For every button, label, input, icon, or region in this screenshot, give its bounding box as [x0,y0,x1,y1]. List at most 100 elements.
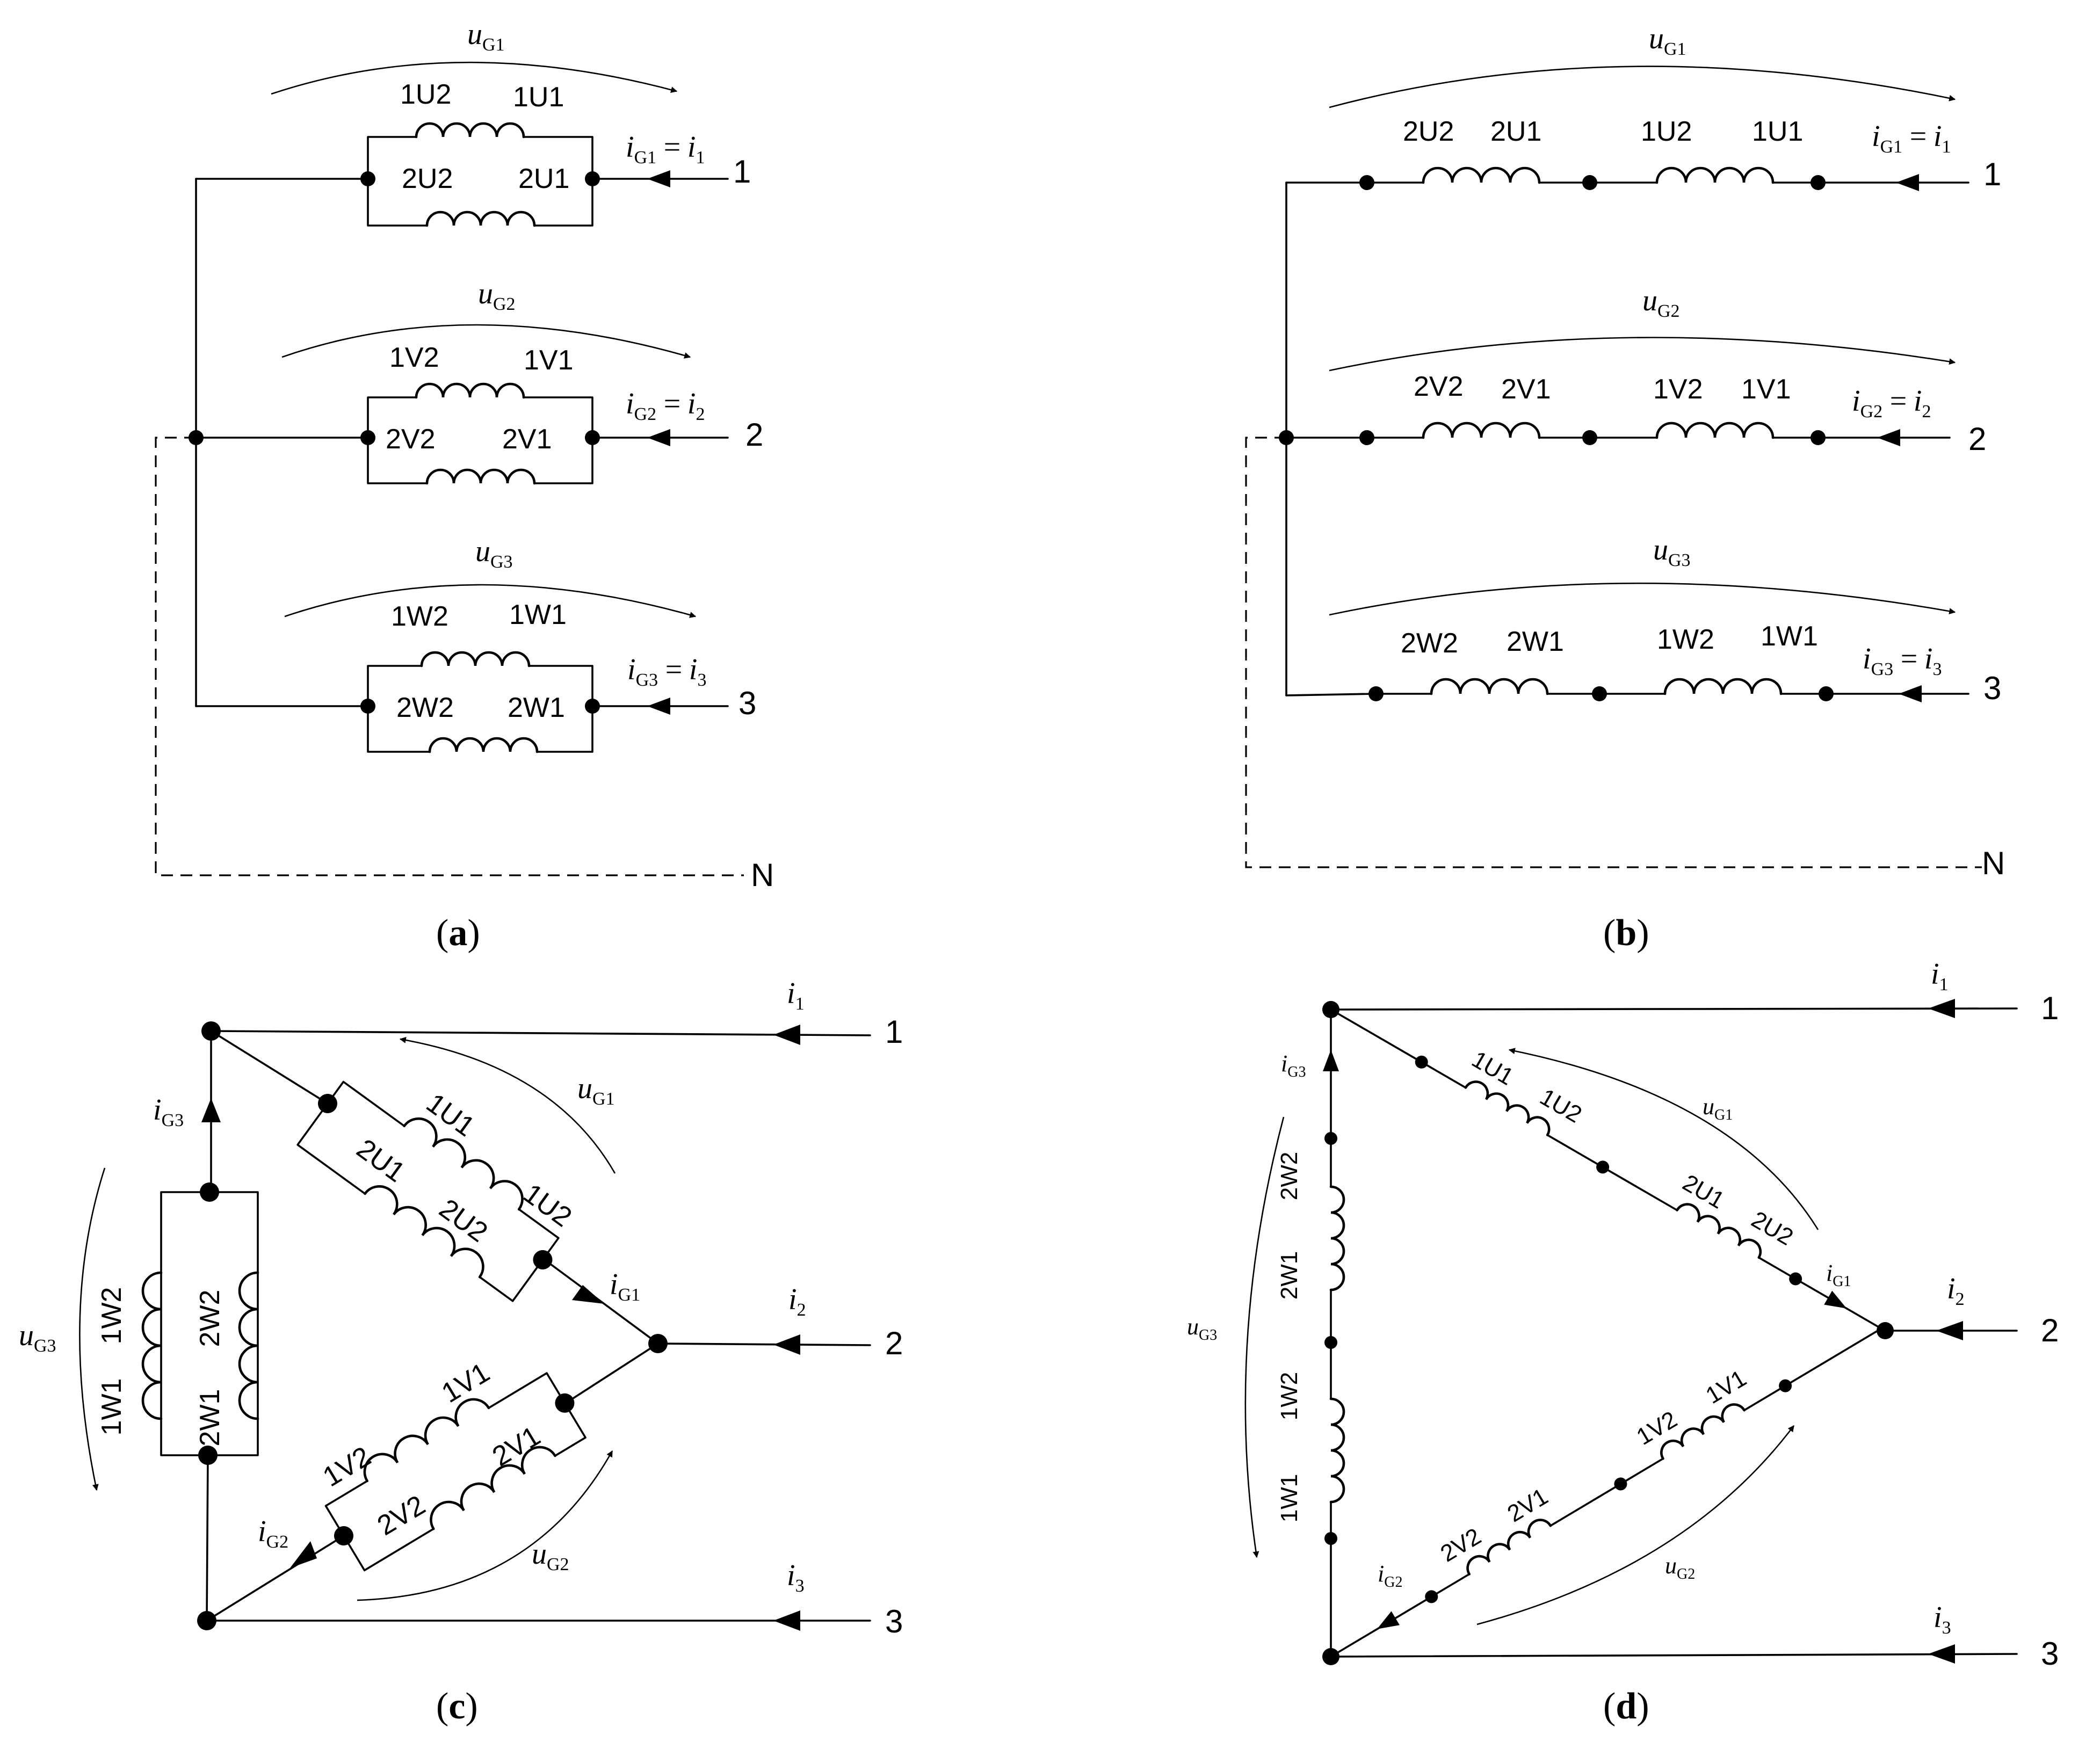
panel-c-i2-label: i2 [788,1283,806,1320]
panel-a-coil-1W1-label: 1W1 [509,599,567,630]
panel-c-coil-2V1-label: 2V1 [487,1420,546,1472]
panel-c-coil-2W2-label: 2W2 [194,1290,226,1347]
panel-c-i1-label: i1 [787,977,805,1014]
panel-d-i-g3-label: iG3 [1281,1050,1306,1080]
panel-a-terminal-1: 1 [733,154,751,190]
panel-c-i3-label: i3 [787,1559,805,1596]
panel-d-caption: (d) [1603,1686,1649,1727]
panel-c-coil-1W1-label: 1W1 [96,1378,127,1436]
panel-d-coil-2V2-label: 2V2 [1436,1523,1486,1567]
panel-b-coil-1V2-label: 1V2 [1653,374,1703,405]
panel-d-coil-1U2-label: 1U2 [1536,1084,1586,1128]
panel-b-coil-2W2-label: 2W2 [1401,628,1458,659]
panel-a-terminal-2: 2 [745,417,763,453]
panel-c-phase-v: 1V1 1V2 2V1 2V2 uG2 iG2 [206,1342,659,1622]
panel-d-terminal-2: 2 [2041,1312,2059,1348]
panel-a-i-g3-label: iG3 = i3 [627,653,706,690]
panel-d-u-g1-label: uG1 [1703,1093,1733,1123]
panel-b-caption: (b) [1603,912,1649,954]
panel-b-coil-1V1-label: 1V1 [1741,374,1791,405]
panel-d-u-g2-label: uG2 [1665,1552,1695,1583]
panel-a-coil-2V1-label: 2V1 [502,424,552,455]
panel-a-coil-2U2-label: 2U2 [402,163,453,194]
panel-a-coil-1V1-label: 1V1 [524,345,574,376]
panel-a-terminal-3: 3 [738,685,756,721]
panel-d: i1 i2 i3 1 2 3 1U1 1U2 2U1 2U2 [1187,957,2059,1727]
panel-b-phase-w: uG3 2W2 2W1 1W2 1W1 iG3 = i3 3 [1285,533,2001,706]
panel-b-terminal-2: 2 [1968,421,1986,457]
panel-c-i-g1-label: iG1 [610,1268,640,1305]
panel-c-coil-2U2-label: 2U2 [433,1193,493,1249]
panel-a-coil-2W1-label: 2W1 [508,692,565,723]
panel-c-u-g1-label: uG1 [577,1072,615,1109]
panel-a-coil-2W2-label: 2W2 [396,692,454,723]
panel-c-i-g2-label: iG2 [258,1515,288,1552]
panel-b-terminal-3: 3 [1983,670,2001,706]
panel-c-caption: (c) [436,1686,478,1727]
panel-c-coil-1W2-label: 1W2 [96,1287,127,1345]
panel-a: N uG1 1U2 1U1 2U2 2U1 iG1 = i1 1 uG2 [155,18,774,954]
panel-b-neutral-label: N [1982,845,2005,881]
panel-b-coil-2U2-label: 2U2 [1403,116,1454,147]
panel-a-coil-2V2-label: 2V2 [386,424,436,455]
panel-a-coil-1V2-label: 1V2 [389,342,439,373]
panel-d-phase-u: 1U1 1U2 2U1 2U2 uG1 iG1 [1330,1008,1886,1332]
panel-d-coil-2W1-label: 2W1 [1276,1251,1302,1300]
panel-a-coil-2U1-label: 2U1 [518,163,569,194]
panel-c-phase-u: 1U1 1U2 2U1 2U2 uG1 iG1 [210,1030,659,1345]
panel-b-coil-2W1-label: 2W1 [1507,626,1564,657]
panel-d-coil-2W2-label: 2W2 [1276,1152,1302,1200]
panel-b-coil-1W2-label: 1W2 [1657,624,1714,655]
panel-c-coil-1U1-label: 1U1 [421,1087,480,1143]
panel-d-i-g1-label: iG1 [1826,1260,1851,1290]
panel-b-phase-v: uG2 2V2 2V1 1V2 1V1 iG2 = i2 2 [1285,284,1986,457]
panel-a-u-g2-label: uG2 [478,277,516,314]
panel-b-coil-2V2-label: 2V2 [1414,371,1464,402]
panel-d-i1-label: i1 [1931,957,1949,995]
panel-a-u-g3-label: uG3 [475,535,513,572]
panel-c-terminal-3: 3 [885,1603,903,1639]
panel-c-coil-2V2-label: 2V2 [372,1490,431,1542]
panel-b-phase-u: uG1 2U2 2U1 1U2 1U1 iG1 = i1 1 [1285,22,2001,192]
panel-a-u-g1-label: uG1 [467,18,505,55]
panel-a-phase-w: uG3 1W2 1W1 2W2 2W1 iG3 = i3 3 [284,535,756,753]
panel-a-i-g1-label: iG1 = i1 [626,130,705,168]
panel-c-i-g3-label: iG3 [153,1093,184,1130]
panel-c-coil-2W1-label: 2W1 [194,1389,226,1447]
panel-d-terminal-3: 3 [2041,1636,2059,1672]
panel-d-coil-1V1-label: 1V1 [1701,1365,1751,1409]
panel-d-coil-1W1-label: 1W1 [1276,1474,1302,1522]
panel-c-coil-2U1-label: 2U1 [351,1133,410,1188]
panel-b-coil-2U1-label: 2U1 [1490,116,1541,147]
panel-c-u-g3-label: uG3 [19,1319,56,1356]
panel-b-u-g3-label: uG3 [1653,533,1691,570]
panel-a-caption: (a) [436,912,480,954]
panel-d-coil-1W2-label: 1W2 [1276,1372,1302,1420]
panel-c-terminal-2: 2 [885,1325,903,1361]
panel-d-coil-1U1-label: 1U1 [1467,1046,1518,1091]
panel-c-coil-1U2-label: 1U2 [518,1178,577,1233]
panel-a-phase-u: uG1 1U2 1U1 2U2 2U1 iG1 = i1 1 [271,18,751,227]
panel-c-coil-1V2-label: 1V2 [317,1441,376,1493]
panel-a-coil-1W2-label: 1W2 [391,601,448,632]
panel-d-phase-w: 2W2 2W1 1W2 1W1 uG3 iG3 [1187,1008,1345,1658]
panel-b-terminal-1: 1 [1983,156,2001,192]
panel-d-coil-2U1-label: 2U1 [1678,1170,1729,1214]
panel-c: i1 i2 i3 1 2 3 1U1 1U2 2U1 2U2 [19,977,903,1727]
panel-c-u-g2-label: uG2 [532,1537,569,1574]
panel-b-coil-1W1-label: 1W1 [1761,621,1818,652]
panel-b-i-g3-label: iG3 = i3 [1863,642,1942,679]
panel-a-neutral-label: N [751,857,774,893]
panel-a-coil-1U1-label: 1U1 [513,82,564,113]
panel-b-u-g2-label: uG2 [1642,284,1680,321]
panel-d-u-g3-label: uG3 [1187,1313,1217,1344]
panel-c-phase-w: 1W2 1W1 2W2 2W1 uG3 iG3 [19,1030,259,1622]
panel-b: N uG1 2U2 2U1 1U2 1U1 iG1 = i1 1 uG2 [1245,22,2005,954]
panel-d-phase-v: 2V2 2V1 1V2 1V1 uG2 iG2 [1330,1325,1886,1658]
panel-b-coil-1U1-label: 1U1 [1752,116,1803,147]
panel-d-coil-2U2-label: 2U2 [1747,1206,1798,1251]
panel-a-phase-v: uG2 1V2 1V1 2V2 2V1 iG2 = i2 2 [281,277,763,485]
panel-b-i-g2-label: iG2 = i2 [1852,384,1931,422]
panel-d-i3-label: i3 [1934,1601,1951,1638]
